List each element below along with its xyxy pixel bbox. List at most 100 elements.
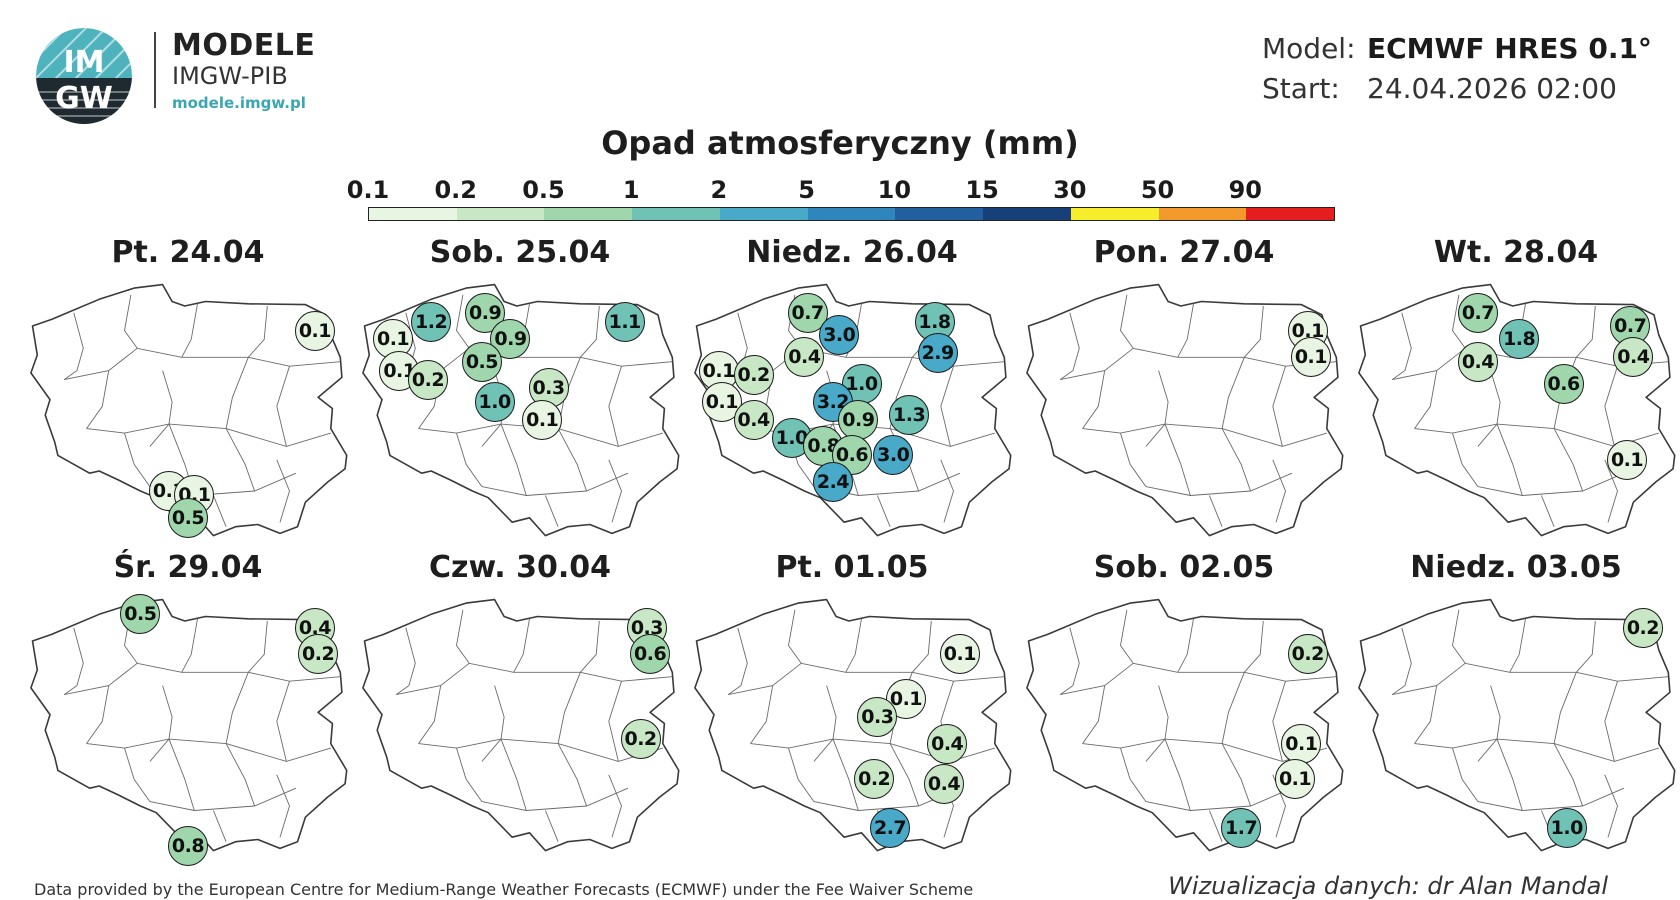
voivodeship-border (1082, 423, 1327, 447)
voivodeship-border (500, 423, 527, 496)
forecast-panel: Niedz. 03.05 0.2 1.0 (1351, 550, 1680, 865)
voivodeship-border (1391, 312, 1412, 380)
country-outline (362, 598, 680, 852)
country-outline (362, 283, 680, 537)
voivodeship-border (845, 618, 862, 673)
voivodeship-border (940, 366, 954, 447)
brand-url-link[interactable]: modele.imgw.pl (172, 94, 306, 112)
brand-name: MODELE (172, 28, 316, 63)
voivodeship-border (1477, 472, 1625, 496)
poland-map-svg (362, 598, 680, 852)
panel-date-title: Wt. 28.04 (1433, 235, 1599, 270)
precipitation-value-bubble: 0.1 (885, 679, 926, 720)
panel-date-title: Pt. 24.04 (111, 235, 265, 270)
voivodeship-border (1553, 672, 1577, 744)
precipitation-value-bubble: 0.1 (1281, 723, 1322, 764)
forecast-panel: Sob. 02.05 0.2 0.1 0.1 1.7 (1019, 550, 1349, 865)
voivodeship-border (276, 459, 290, 523)
poland-map: 0.3 0.6 0.2 (355, 592, 685, 864)
scale-tick-label: 2 (710, 176, 728, 204)
precipitation-value-bubble: 3.0 (819, 314, 860, 355)
panel-date-title: Pt. 01.05 (775, 550, 929, 585)
voivodeship-border (1540, 495, 1555, 527)
precipitation-value-bubble: 0.1 (294, 310, 335, 351)
country-outline (1358, 283, 1676, 537)
poland-map: 0.7 1.8 3.0 2.9 0.4 0.1 0.2 1.0 3.2 0.1 0.4 0.9 1.3 1… (687, 277, 1017, 549)
voivodeship-border (212, 810, 227, 842)
model-info: Model: ECMWF HRES 0.1° (1262, 32, 1652, 65)
voivodeship-border (500, 738, 527, 811)
voivodeship-border (181, 303, 198, 358)
voivodeship-border (1120, 609, 1134, 664)
voivodeship-border (557, 743, 588, 807)
visualization-credit: Wizualizacja danych: dr Alan Mandal (1168, 872, 1608, 900)
start-info: Start: 24.04.2026 02:00 (1262, 72, 1617, 105)
poland-map: 0.1 0.1 0.1 0.5 (23, 277, 353, 549)
voivodeship-border (1496, 738, 1523, 811)
precipitation-value-bubble: 1.1 (604, 301, 645, 342)
precipitation-value-bubble: 2.4 (812, 462, 853, 503)
voivodeship-border (557, 672, 581, 744)
panel-date-title: Sob. 25.04 (429, 235, 611, 270)
voivodeship-border (788, 609, 802, 664)
poland-map: 0.2 1.0 (1351, 592, 1680, 864)
precipitation-value-bubble: 0.4 (733, 399, 774, 440)
voivodeship-border (225, 357, 249, 429)
precipitation-value-bubble: 0.5 (461, 341, 502, 382)
voivodeship-border (832, 738, 859, 811)
precipitation-value-bubble: 0.3 (857, 696, 898, 737)
voivodeship-border (1604, 366, 1618, 447)
precipitation-scale-bar (368, 207, 1335, 221)
scale-tick-label: 1 (622, 176, 640, 204)
voivodeship-border (1553, 743, 1584, 807)
voivodeship-border (1145, 787, 1293, 811)
voivodeship-border (813, 685, 837, 762)
precipitation-value-bubble: 0.2 (854, 759, 895, 800)
poland-map: 0.5 0.4 0.2 0.8 (23, 592, 353, 867)
voivodeship-border (225, 428, 256, 492)
precipitation-value-bubble: 0.2 (620, 719, 661, 760)
voivodeship-border (481, 685, 505, 762)
scale-tick-label: 30 (1053, 176, 1087, 204)
precipitation-value-bubble: 0.1 (1290, 337, 1331, 378)
voivodeship-border (544, 810, 559, 842)
panel-date-title: Czw. 30.04 (428, 550, 611, 585)
start-value: 24.04.2026 02:00 (1367, 72, 1617, 105)
precipitation-value-bubble: 0.2 (1287, 634, 1328, 675)
voivodeship-border (1164, 738, 1191, 811)
voivodeship-border (1272, 459, 1286, 523)
voivodeship-border (149, 787, 297, 811)
voivodeship-border (181, 618, 198, 673)
scale-segment (544, 208, 633, 220)
poland-map-svg (694, 598, 1012, 852)
precipitation-value-bubble: 1.0 (474, 381, 515, 422)
voivodeship-border (124, 747, 151, 802)
forecast-panel: Niedz. 26.04 0.7 1.8 3.0 2.9 0.4 0.1 0.2 1.0 3.2 0… (687, 235, 1017, 550)
poland-map: 0.1 0.1 (1019, 277, 1349, 549)
voivodeship-border (1452, 609, 1466, 664)
brand-subtitle: IMGW-PIB (172, 62, 288, 90)
voivodeship-border (149, 370, 173, 447)
data-attribution: Data provided by the European Centre for… (34, 880, 974, 899)
scale-tick-label: 0.2 (434, 176, 477, 204)
poland-map-svg (1026, 283, 1344, 537)
voivodeship-border (395, 627, 416, 695)
voivodeship-border (1164, 423, 1191, 496)
voivodeship-border (1120, 294, 1134, 349)
voivodeship-border (276, 681, 290, 762)
panel-date-title: Sob. 02.05 (1093, 550, 1275, 585)
precipitation-value-bubble: 0.4 (1457, 341, 1498, 382)
model-label: Model: (1262, 32, 1356, 65)
voivodeship-border (608, 681, 622, 762)
poland-map-svg (30, 283, 348, 537)
voivodeship-border (1509, 618, 1526, 673)
voivodeship-border (608, 459, 622, 523)
panel-date-title: Pon. 27.04 (1093, 235, 1275, 270)
voivodeship-border (1082, 370, 1106, 429)
imgw-logo: IM GW (36, 28, 132, 124)
poland-map-svg (1026, 598, 1344, 852)
scale-tick-label: 15 (965, 176, 999, 204)
voivodeship-border (418, 738, 663, 762)
voivodeship-border (608, 774, 622, 838)
voivodeship-border (63, 627, 84, 695)
